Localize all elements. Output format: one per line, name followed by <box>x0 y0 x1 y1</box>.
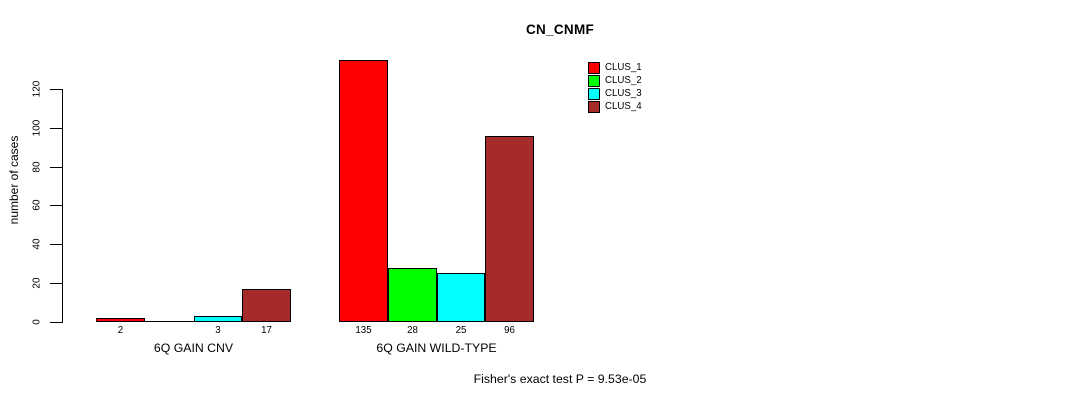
y-tick-label: 100 <box>31 119 43 137</box>
legend-item-clus_1: CLUS_1 <box>588 61 642 74</box>
y-axis-line <box>62 89 63 323</box>
bar-clus-3-6q-gain-cnv <box>194 316 242 322</box>
y-axis-tick <box>50 167 62 168</box>
legend-swatch-icon <box>588 100 600 113</box>
legend-label: CLUS_1 <box>605 62 642 73</box>
y-axis-tick <box>50 244 62 245</box>
y-axis-label: number of cases <box>7 135 21 225</box>
legend-item-clus_2: CLUS_2 <box>588 74 642 87</box>
bar-value-label: 17 <box>261 325 272 336</box>
y-axis-tick <box>50 128 62 129</box>
bar-clus-4-6q-gain-cnv <box>242 289 291 322</box>
y-axis-tick <box>50 283 62 284</box>
legend-swatch-icon <box>588 61 600 74</box>
bar-clus-1-6q-gain-cnv <box>96 318 145 322</box>
bar-value-label: 25 <box>455 325 467 336</box>
bar-value-label: 28 <box>407 325 418 336</box>
legend-label: CLUS_3 <box>605 88 642 99</box>
legend-label: CLUS_2 <box>605 75 642 86</box>
y-axis-tick <box>50 89 62 90</box>
bar-value-label: 3 <box>215 325 221 336</box>
bar-clus-3-6q-gain-wild-type <box>437 273 485 322</box>
bar-value-label: 96 <box>504 325 515 336</box>
y-tick-label: 80 <box>31 161 43 173</box>
y-tick-label: 20 <box>31 277 43 289</box>
y-tick-label: 0 <box>31 319 43 325</box>
chart-title: CN_CNMF <box>525 22 595 37</box>
bar-clus-4-6q-gain-wild-type <box>485 136 534 322</box>
bar-value-label: 135 <box>355 325 372 336</box>
bar-value-label: 2 <box>117 325 124 336</box>
y-tick-label: 40 <box>31 238 43 250</box>
bar-clus-2-6q-gain-cnv <box>145 321 194 322</box>
legend: CLUS_1 CLUS_2 CLUS_3 CLUS_4 <box>588 61 642 113</box>
category-label: 6Q GAIN WILD-TYPE <box>376 341 497 355</box>
legend-label: CLUS_4 <box>605 101 642 112</box>
legend-item-clus_4: CLUS_4 <box>588 100 642 113</box>
y-axis-tick <box>50 205 62 206</box>
fisher-test-annotation: Fisher's exact test P = 9.53e-05 <box>473 372 647 386</box>
bar-clus-1-6q-gain-wild-type <box>339 60 388 322</box>
legend-swatch-icon <box>588 87 600 100</box>
y-tick-label: 60 <box>31 199 43 211</box>
y-axis-tick <box>50 322 62 323</box>
bar-clus-2-6q-gain-wild-type <box>388 268 437 322</box>
category-label: 6Q GAIN CNV <box>153 341 234 355</box>
legend-swatch-icon <box>588 74 600 87</box>
legend-item-clus_3: CLUS_3 <box>588 87 642 100</box>
y-tick-label: 120 <box>31 80 43 98</box>
